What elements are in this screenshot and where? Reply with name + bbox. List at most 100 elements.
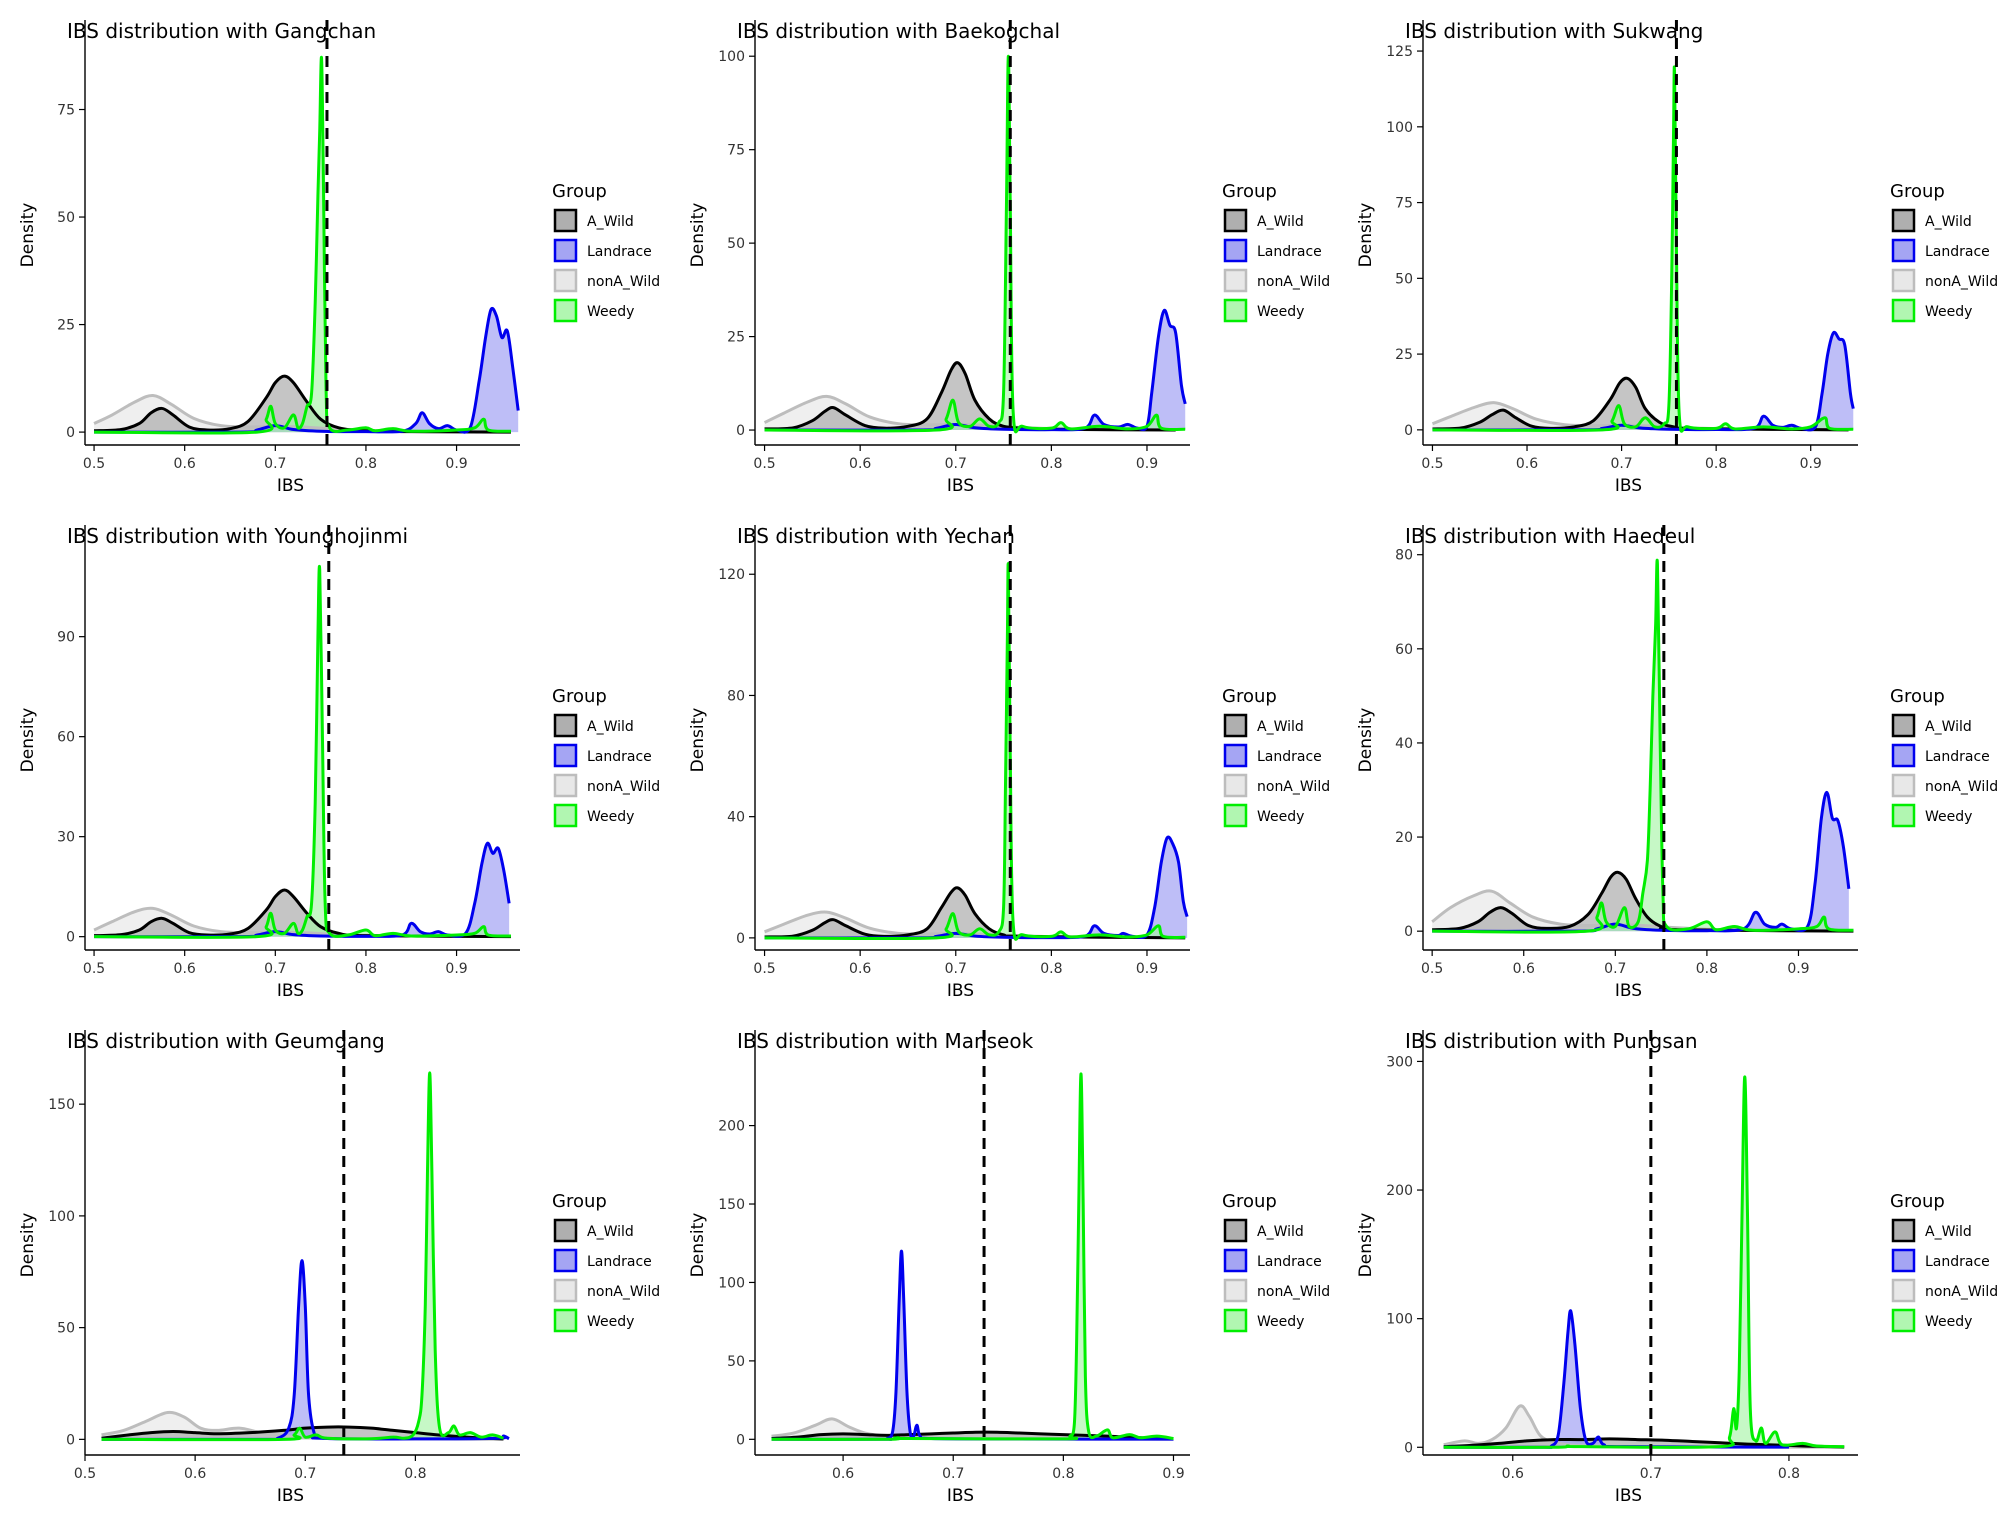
y-tick-label: 150 — [48, 1097, 75, 1113]
density-area-weedy — [94, 566, 511, 938]
legend-label: Weedy — [1257, 304, 1304, 320]
legend-label: Landrace — [587, 244, 652, 260]
x-tick-label: 0.9 — [1136, 961, 1158, 977]
x-tick-label: 0.8 — [355, 961, 377, 977]
legend-label: A_Wild — [1925, 214, 1972, 230]
plot-area — [1443, 1075, 1845, 1449]
legend-key-weedy — [1223, 1308, 1248, 1333]
plot-area — [764, 562, 1189, 941]
x-tick-label: 0.7 — [942, 1466, 964, 1482]
legend-label: Weedy — [587, 1314, 634, 1330]
legend: Group A_Wild Landrace nonA_Wild Weedy — [1890, 181, 1998, 323]
density-area-weedy — [1432, 560, 1854, 933]
x-tick-label: 0.8 — [1040, 456, 1062, 472]
x-tick-label: 0.9 — [445, 961, 467, 977]
y-axis-label: Density — [18, 708, 38, 773]
y-tick-label: 0 — [736, 1432, 745, 1448]
legend-title: Group — [1222, 1191, 1277, 1212]
legend: Group A_Wild Landrace nonA_Wild Weedy — [1222, 686, 1330, 828]
legend: Group A_Wild Landrace nonA_Wild Weedy — [1890, 686, 1998, 828]
y-tick-label: 150 — [718, 1197, 745, 1213]
density-area-weedy — [1443, 1076, 1845, 1448]
density-line-weedy — [94, 565, 512, 939]
density-area-nona-wild — [764, 912, 1186, 938]
legend-title: Group — [1222, 686, 1277, 707]
legend-key-a-wild — [1223, 713, 1248, 738]
legend-key-landrace — [1891, 238, 1916, 263]
y-tick-label: 50 — [1395, 271, 1413, 287]
y-axis-label: Density — [18, 203, 38, 268]
chart-panel: IBS distribution with Gangchan 0.5 0.6 0.7 0… — [18, 19, 660, 496]
legend-label: Weedy — [1257, 1314, 1304, 1330]
density-area-weedy — [764, 56, 1186, 432]
legend-label: nonA_Wild — [1257, 1284, 1330, 1300]
y-tick-label: 80 — [727, 688, 745, 704]
y-axis-label: Density — [1356, 708, 1376, 773]
y-axis-label: Density — [688, 708, 708, 773]
x-tick-label: 0.8 — [1040, 961, 1062, 977]
density-area-nona-wild — [94, 908, 511, 937]
x-tick-label: 0.8 — [1696, 961, 1718, 977]
plot-area — [1431, 65, 1855, 433]
legend-label: A_Wild — [587, 1224, 634, 1240]
legend: Group A_Wild Landrace nonA_Wild Weedy — [552, 686, 660, 828]
y-tick-label: 50 — [727, 1354, 745, 1370]
density-area-weedy — [1432, 66, 1854, 432]
legend-key-weedy — [1223, 298, 1248, 323]
density-area-landrace — [94, 308, 519, 433]
y-tick-label: 75 — [57, 103, 75, 119]
x-tick-label: 0.9 — [1787, 961, 1809, 977]
density-line-weedy — [94, 56, 512, 435]
y-tick-label: 50 — [727, 236, 745, 252]
legend-label: A_Wild — [1257, 1224, 1304, 1240]
density-area-weedy — [771, 1073, 1174, 1440]
y-tick-label: 40 — [1395, 736, 1413, 752]
x-tick-label: 0.6 — [832, 1466, 854, 1482]
density-line-weedy — [1432, 65, 1854, 433]
legend-label: Landrace — [1257, 1254, 1322, 1270]
density-area-nona-wild — [94, 395, 511, 433]
density-line-weedy — [101, 1071, 504, 1442]
chart-title: IBS distribution with Gangchan — [67, 19, 376, 43]
density-line-landrace — [771, 1249, 1174, 1441]
chart-title: IBS distribution with Sukwang — [1405, 19, 1703, 43]
x-axis-label: IBS — [947, 476, 974, 496]
chart-panel: IBS distribution with Geumgang 0.5 0.6 0.7 0… — [18, 1029, 660, 1506]
legend-label: A_Wild — [587, 719, 634, 735]
x-tick-label: 0.9 — [1800, 456, 1822, 472]
legend-label: nonA_Wild — [1257, 274, 1330, 290]
y-axis-label: Density — [1356, 1213, 1376, 1278]
density-area-nona-wild — [764, 396, 1176, 431]
legend-key-nona-wild — [1891, 773, 1916, 798]
chart-panel: IBS distribution with Pungsan 0.6 0.7 0.8 0 1… — [1356, 1029, 1998, 1506]
legend-key-nona-wild — [1891, 268, 1916, 293]
y-axis-label: Density — [1356, 203, 1376, 268]
legend-key-a-wild — [1891, 208, 1916, 233]
density-line-landrace — [1443, 1309, 1789, 1449]
chart-title: IBS distribution with Haedeul — [1405, 524, 1695, 548]
legend-key-a-wild — [553, 208, 578, 233]
y-tick-label: 100 — [1386, 1312, 1413, 1328]
chart-title: IBS distribution with Manseok — [737, 1029, 1034, 1053]
density-area-a-wild — [94, 890, 511, 937]
legend-label: Landrace — [1257, 749, 1322, 765]
y-tick-label: 30 — [57, 830, 75, 846]
x-tick-label: 0.6 — [174, 961, 196, 977]
density-line-weedy — [764, 54, 1186, 434]
y-tick-label: 60 — [57, 730, 75, 746]
y-tick-label: 0 — [66, 425, 75, 441]
x-tick-label: 0.7 — [264, 456, 286, 472]
x-tick-label: 0.5 — [83, 456, 105, 472]
legend-key-weedy — [1891, 298, 1916, 323]
density-area-a-wild — [94, 376, 511, 433]
legend-key-nona-wild — [1223, 1278, 1248, 1303]
y-tick-label: 0 — [1404, 924, 1413, 940]
legend-key-nona-wild — [553, 1278, 578, 1303]
y-tick-label: 25 — [57, 318, 75, 334]
density-area-a-wild — [764, 362, 1176, 431]
legend-title: Group — [1890, 686, 1945, 707]
x-tick-label: 0.7 — [945, 456, 967, 472]
y-tick-label: 0 — [1404, 1440, 1413, 1456]
legend-label: Landrace — [587, 749, 652, 765]
x-tick-label: 0.5 — [1421, 961, 1443, 977]
